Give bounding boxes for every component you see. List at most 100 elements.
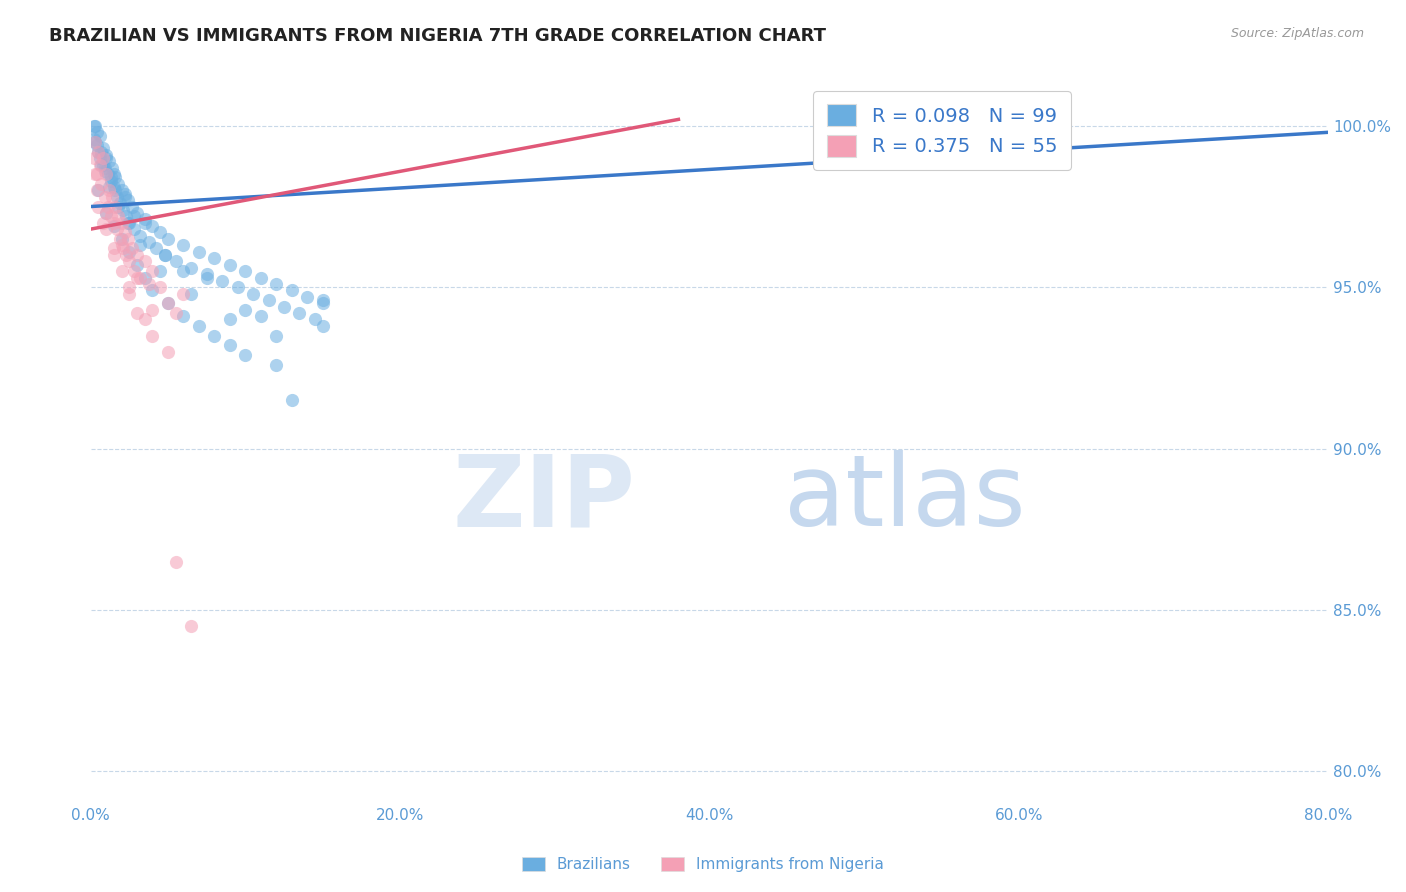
Point	[103, 242, 125, 256]
Text: BRAZILIAN VS IMMIGRANTS FROM NIGERIA 7TH GRADE CORRELATION CHART: BRAZILIAN VS IMMIGRANTS FROM NIGERIA 7TH…	[49, 27, 827, 45]
Point	[218, 312, 240, 326]
Text: ZIP: ZIP	[453, 450, 636, 547]
Point	[100, 174, 122, 188]
Point	[101, 161, 124, 175]
Legend: Brazilians, Immigrants from Nigeria: Brazilians, Immigrants from Nigeria	[515, 849, 891, 880]
Point	[264, 328, 287, 343]
Point	[125, 248, 148, 262]
Point	[172, 286, 194, 301]
Point	[149, 280, 172, 294]
Point	[91, 158, 114, 172]
Point	[288, 306, 311, 320]
Point	[115, 209, 138, 223]
Point	[94, 167, 117, 181]
Point	[104, 200, 127, 214]
Point	[114, 186, 136, 201]
Point	[172, 264, 194, 278]
Point	[242, 286, 264, 301]
Point	[141, 219, 163, 233]
Point	[103, 248, 125, 262]
Point	[89, 128, 111, 143]
Point	[134, 216, 156, 230]
Point	[295, 290, 318, 304]
Point	[311, 296, 333, 310]
Point	[83, 119, 105, 133]
Point	[118, 254, 141, 268]
Point	[112, 242, 135, 256]
Point	[141, 302, 163, 317]
Point	[125, 306, 148, 320]
Point	[122, 222, 145, 236]
Point	[172, 310, 194, 324]
Point	[117, 193, 139, 207]
Point	[93, 190, 115, 204]
Point	[110, 264, 132, 278]
Point	[226, 280, 249, 294]
Point	[110, 183, 132, 197]
Point	[304, 312, 326, 326]
Point	[84, 135, 107, 149]
Point	[118, 216, 141, 230]
Point	[180, 286, 202, 301]
Point	[103, 219, 125, 233]
Point	[156, 344, 179, 359]
Point	[94, 206, 117, 220]
Point	[86, 125, 108, 139]
Point	[107, 177, 129, 191]
Point	[87, 183, 110, 197]
Point	[108, 196, 131, 211]
Point	[141, 328, 163, 343]
Point	[122, 209, 145, 223]
Point	[165, 306, 187, 320]
Point	[114, 190, 136, 204]
Point	[149, 264, 172, 278]
Point	[311, 318, 333, 333]
Point	[138, 235, 160, 249]
Point	[97, 167, 120, 181]
Point	[233, 348, 256, 362]
Point	[100, 170, 122, 185]
Point	[86, 167, 108, 181]
Point	[153, 248, 176, 262]
Point	[98, 180, 121, 194]
Point	[100, 209, 122, 223]
Point	[86, 138, 108, 153]
Point	[91, 151, 114, 165]
Point	[94, 222, 117, 236]
Point	[98, 154, 121, 169]
Point	[87, 145, 110, 159]
Point	[115, 248, 138, 262]
Point	[149, 225, 172, 239]
Point	[83, 132, 105, 146]
Point	[129, 270, 152, 285]
Point	[202, 251, 225, 265]
Point	[180, 619, 202, 633]
Point	[134, 312, 156, 326]
Point	[249, 270, 271, 285]
Point	[165, 254, 187, 268]
Point	[145, 242, 167, 256]
Legend: R = 0.098   N = 99, R = 0.375   N = 55: R = 0.098 N = 99, R = 0.375 N = 55	[814, 91, 1071, 170]
Point	[121, 200, 143, 214]
Point	[156, 232, 179, 246]
Point	[187, 318, 209, 333]
Point	[280, 393, 302, 408]
Text: atlas: atlas	[783, 450, 1025, 547]
Point	[89, 151, 111, 165]
Point	[280, 284, 302, 298]
Point	[104, 170, 127, 185]
Point	[264, 277, 287, 291]
Point	[202, 328, 225, 343]
Point	[105, 222, 128, 236]
Point	[114, 225, 136, 239]
Point	[264, 358, 287, 372]
Point	[311, 293, 333, 307]
Point	[125, 258, 148, 272]
Point	[103, 167, 125, 181]
Point	[118, 244, 141, 259]
Point	[84, 135, 107, 149]
Point	[87, 200, 110, 214]
Point	[94, 148, 117, 162]
Point	[141, 284, 163, 298]
Point	[107, 200, 129, 214]
